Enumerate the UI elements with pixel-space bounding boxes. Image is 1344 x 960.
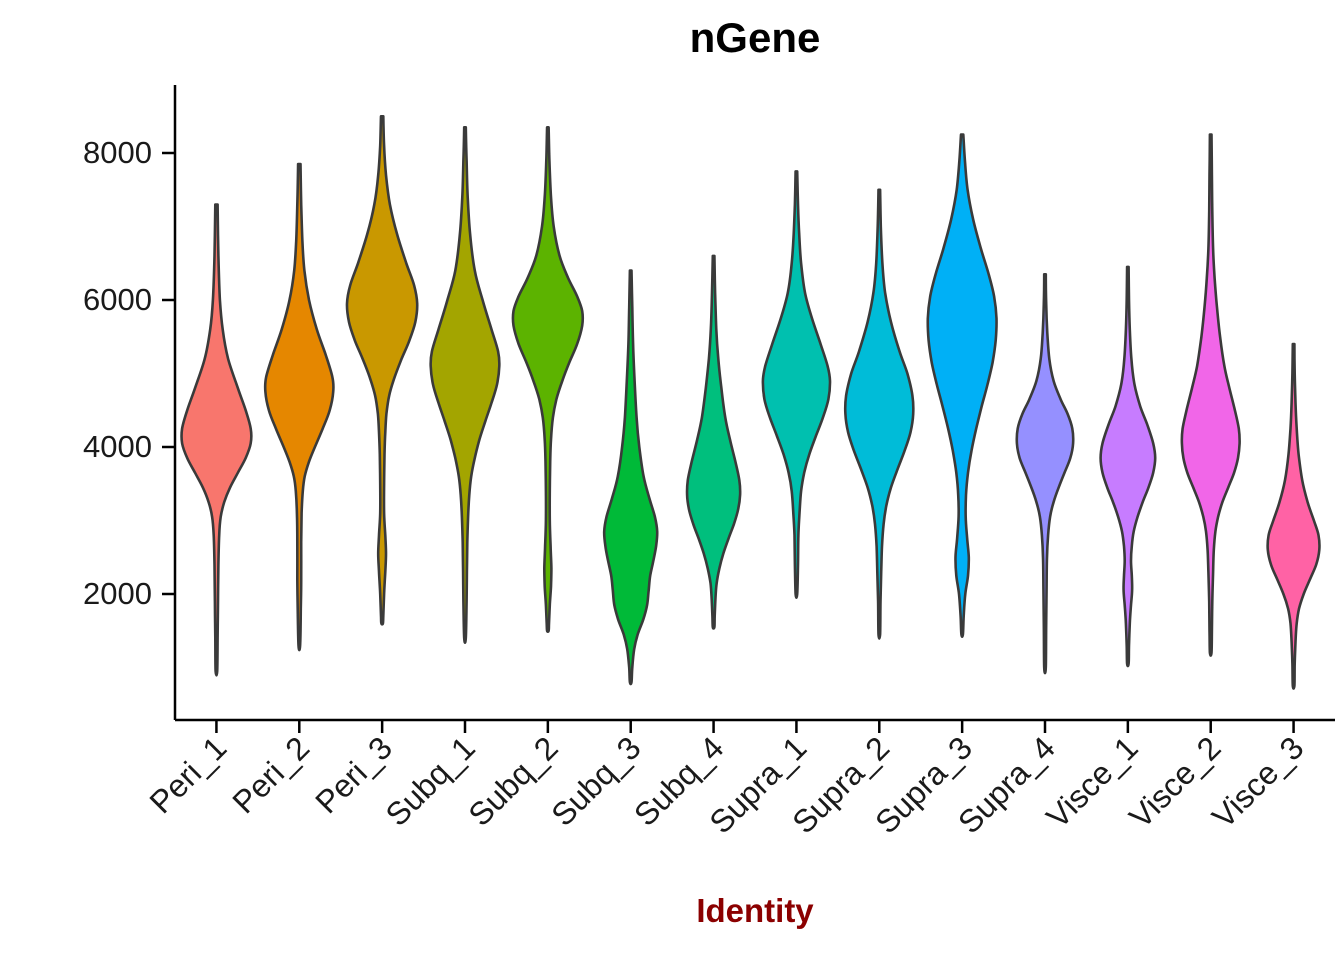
violin-Peri_1	[180, 203, 253, 677]
x-axis-title: Identity	[696, 892, 814, 929]
x-tick-label-Peri_2: Peri_2	[225, 729, 316, 820]
violin-Peri_3	[345, 115, 419, 626]
x-tick-label-Visce_1: Visce_1	[1039, 729, 1145, 835]
x-tick-label-Subq_1: Subq_1	[378, 729, 481, 832]
violin-Subq_4	[685, 254, 742, 630]
x-tick-label-Subq_2: Subq_2	[461, 729, 564, 832]
y-tick-label: 4000	[83, 429, 152, 464]
x-tick-label-Subq_3: Subq_3	[544, 729, 647, 832]
x-tick-label-Peri_1: Peri_1	[143, 729, 234, 820]
violin-Supra_1	[761, 170, 832, 599]
y-tick-label: 8000	[83, 135, 152, 170]
violin-Supra_3	[926, 133, 998, 639]
violin-Peri_2	[263, 162, 335, 652]
violin-Visce_1	[1099, 265, 1157, 668]
violin-Subq_3	[602, 269, 659, 686]
violin-Visce_3	[1266, 342, 1321, 690]
x-tick-label-Visce_3: Visce_3	[1205, 729, 1311, 835]
y-tick-label: 6000	[83, 282, 152, 317]
violin-Supra_2	[843, 188, 915, 640]
violin-Visce_2	[1180, 133, 1241, 657]
x-tick-label-Visce_2: Visce_2	[1122, 729, 1228, 835]
violin-Supra_4	[1015, 273, 1075, 675]
chart-title: nGene	[689, 14, 821, 61]
y-tick-label: 2000	[83, 576, 152, 611]
violin-Subq_2	[511, 126, 585, 633]
violin-Subq_1	[429, 126, 501, 644]
